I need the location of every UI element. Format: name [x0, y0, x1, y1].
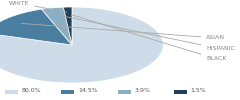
- Text: ASIAN: ASIAN: [21, 23, 225, 40]
- Text: 80.0%: 80.0%: [22, 88, 41, 93]
- FancyBboxPatch shape: [5, 90, 18, 94]
- Text: WHITE: WHITE: [9, 1, 67, 12]
- Text: HISPANIC: HISPANIC: [59, 15, 235, 52]
- Text: 3.9%: 3.9%: [134, 88, 150, 93]
- Wedge shape: [0, 9, 72, 45]
- Wedge shape: [42, 7, 72, 45]
- FancyBboxPatch shape: [174, 90, 187, 94]
- Text: 1.5%: 1.5%: [191, 88, 207, 93]
- FancyBboxPatch shape: [118, 90, 131, 94]
- FancyBboxPatch shape: [61, 90, 74, 94]
- Text: BLACK: BLACK: [71, 15, 227, 62]
- Text: 14.5%: 14.5%: [78, 88, 98, 93]
- Wedge shape: [0, 7, 163, 83]
- Wedge shape: [63, 7, 72, 45]
